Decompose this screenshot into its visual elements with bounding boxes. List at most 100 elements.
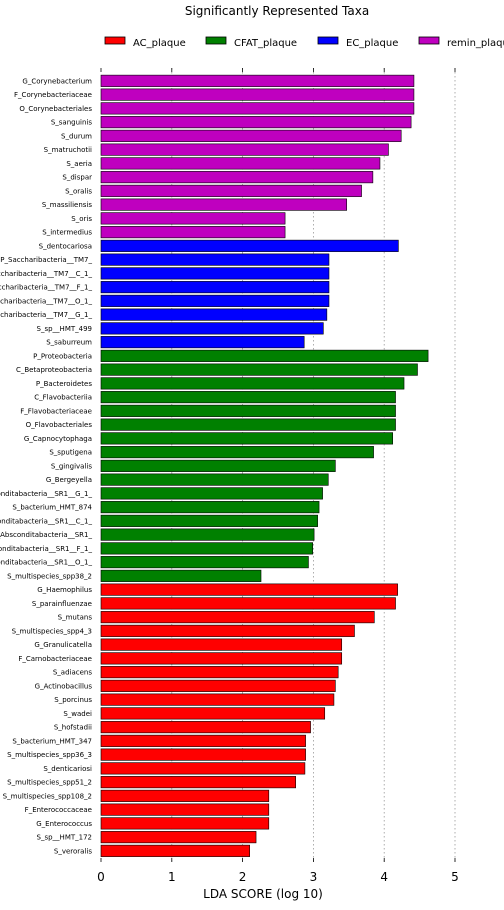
y-tick-label: S_multispecies_spp38_2 xyxy=(7,572,92,580)
bar-C_Saccharibacteria__TM7__C_1_ xyxy=(100,267,330,280)
y-tick-label: S_hofstadii xyxy=(54,724,92,732)
x-axis-label: LDA SCORE (log 10) xyxy=(203,887,323,901)
legend-label-CFAT_plaque: CFAT_plaque xyxy=(234,38,297,49)
y-tick-label: S_bacterium_HMT_874 xyxy=(12,504,92,512)
y-tick-label: P_Saccharibacteria__TM7_ xyxy=(0,256,92,264)
bar-G_Granulicatella xyxy=(100,638,343,651)
legend: AC_plaque CFAT_plaque EC_plaque remin_plaqu… xyxy=(104,36,504,49)
bars xyxy=(100,74,429,857)
y-tick-label: S_matruchotii xyxy=(44,146,92,154)
bar-S_multispecies_spp108_2 xyxy=(100,789,270,802)
x-tick-label: 4 xyxy=(380,870,388,884)
bar-C_Absconditabacteria__SR1__C_1_ xyxy=(100,514,318,527)
y-tick-label: S_parainfluenzae xyxy=(32,600,92,608)
bar-G_Absconditabacteria__SR1__G_1_ xyxy=(100,487,323,500)
x-tick-label: 3 xyxy=(310,870,318,884)
y-tick-label: O_Absconditabacteria__SR1__O_1_ xyxy=(0,559,92,567)
bar-F_Absconditabacteria__SR1__F_1_ xyxy=(100,542,313,555)
bar-G_Capnocytophaga xyxy=(100,432,393,445)
y-tick-label: S_denticariosi xyxy=(43,765,92,773)
y-tick-label: S_sanguinis xyxy=(51,119,93,127)
bar-S_mutans xyxy=(100,611,375,624)
bar-S_multispecies_spp36_3 xyxy=(100,748,306,761)
bar-P_Saccharibacteria__TM7_ xyxy=(100,253,330,266)
bar-S_denticariosi xyxy=(100,762,306,775)
x-axis: 0 1 2 3 4 5 xyxy=(97,858,459,884)
x-tick-label: 5 xyxy=(451,870,459,884)
y-tick-label: S_multispecies_spp51_2 xyxy=(7,779,92,787)
bar-P_Proteobacteria xyxy=(100,349,429,362)
bar-S_multispecies_spp51_2 xyxy=(100,776,296,789)
y-tick-label: G_Bergeyella xyxy=(46,476,92,484)
y-tick-label: S_multispecies_spp4_3 xyxy=(12,627,92,635)
bar-S_aeria xyxy=(100,157,381,170)
bar-S_massiliensis xyxy=(100,198,347,211)
y-tick-label: S_intermedius xyxy=(42,229,92,237)
y-tick-label: F_Corynebacteriaceae xyxy=(14,91,92,99)
y-tick-label: P_Absconditabacteria__SR1_ xyxy=(0,531,92,539)
bar-P_Absconditabacteria__SR1_ xyxy=(100,528,315,541)
y-tick-label: S_multispecies_spp36_3 xyxy=(7,751,92,759)
y-tick-label: F_Saccharibacteria__TM7__F_1_ xyxy=(0,284,92,292)
bar-F_Carnobacteriaceae xyxy=(100,652,343,665)
y-tick-label: P_Proteobacteria xyxy=(33,352,92,360)
y-tick-label: C_Absconditabacteria__SR1__C_1_ xyxy=(0,517,92,525)
legend-label-remin_plaque: remin_plaque xyxy=(447,38,504,49)
bar-S_multispecies_spp38_2 xyxy=(100,569,262,582)
y-tick-label: S_bacterium_HMT_347 xyxy=(12,737,92,745)
y-tick-label: S_massiliensis xyxy=(42,201,93,209)
bar-P_Bacteroidetes xyxy=(100,377,405,390)
bar-S_dentocariosa xyxy=(100,239,399,252)
bar-G_Corynebacterium xyxy=(100,74,415,87)
bar-G_Haemophilus xyxy=(100,583,398,596)
y-tick-label: S_multispecies_spp108_2 xyxy=(3,792,92,800)
bar-G_Enterococcus xyxy=(100,817,270,830)
bar-S_intermedius xyxy=(100,226,286,239)
y-tick-label: G_Granulicatella xyxy=(34,641,92,649)
bar-S_dispar xyxy=(100,171,374,184)
y-tick-label: F_Carnobacteriaceae xyxy=(18,655,92,663)
legend-label-AC_plaque: AC_plaque xyxy=(133,38,186,49)
y-tick-label: S_porcinus xyxy=(54,696,92,704)
legend-label-EC_plaque: EC_plaque xyxy=(346,38,398,49)
y-tick-label: S_sp__HMT_172 xyxy=(37,834,92,842)
legend-swatch-EC_plaque xyxy=(317,36,339,45)
y-tick-label: O_Saccharibacteria__TM7__O_1_ xyxy=(0,297,92,305)
y-tick-label: S_gingivalis xyxy=(51,462,92,470)
bar-F_Enterococcaceae xyxy=(100,803,270,816)
y-tick-label: G_Haemophilus xyxy=(37,586,92,594)
bar-S_sputigena xyxy=(100,446,374,459)
bar-S_sp__HMT_499 xyxy=(100,322,324,335)
bar-F_Corynebacteriaceae xyxy=(100,88,415,101)
bar-S_oralis xyxy=(100,184,362,197)
x-tick-label: 2 xyxy=(239,870,247,884)
y-tick-label: S_dentocariosa xyxy=(39,242,92,250)
x-tick-label: 1 xyxy=(168,870,176,884)
bar-S_hofstadii xyxy=(100,721,311,734)
y-tick-label: G_Absconditabacteria__SR1__G_1_ xyxy=(0,490,92,498)
bar-S_bacterium_HMT_347 xyxy=(100,734,306,747)
bar-C_Flavobacteriia xyxy=(100,391,396,404)
legend-swatch-remin_plaque xyxy=(418,36,440,45)
y-tick-label: F_Flavobacteriaceae xyxy=(20,407,92,415)
y-tick-label: S_durum xyxy=(61,132,92,140)
y-tick-label: S_sp__HMT_499 xyxy=(37,325,92,333)
bar-C_Betaproteobacteria xyxy=(100,363,418,376)
bar-S_gingivalis xyxy=(100,459,336,472)
y-tick-label: O_Corynebacteriales xyxy=(19,105,92,113)
y-tick-label: S_oralis xyxy=(65,187,92,195)
y-tick-label: S_wadei xyxy=(63,710,92,718)
y-tick-label: C_Betaproteobacteria xyxy=(16,366,92,374)
bar-S_porcinus xyxy=(100,693,335,706)
y-tick-label: G_Capnocytophaga xyxy=(24,435,92,443)
bar-O_Absconditabacteria__SR1__O_1_ xyxy=(100,556,309,569)
bar-S_matruchotii xyxy=(100,143,389,156)
y-tick-label: S_veroralis xyxy=(54,847,92,855)
bar-S_parainfluenzae xyxy=(100,597,396,610)
y-tick-label: P_Bacteroidetes xyxy=(36,380,92,388)
y-tick-label: G_Corynebacterium xyxy=(22,77,92,85)
y-tick-label: G_Actinobacillus xyxy=(35,682,93,690)
y-tick-label: C_Saccharibacteria__TM7__C_1_ xyxy=(0,270,92,278)
y-tick-label: S_aeria xyxy=(66,160,92,168)
